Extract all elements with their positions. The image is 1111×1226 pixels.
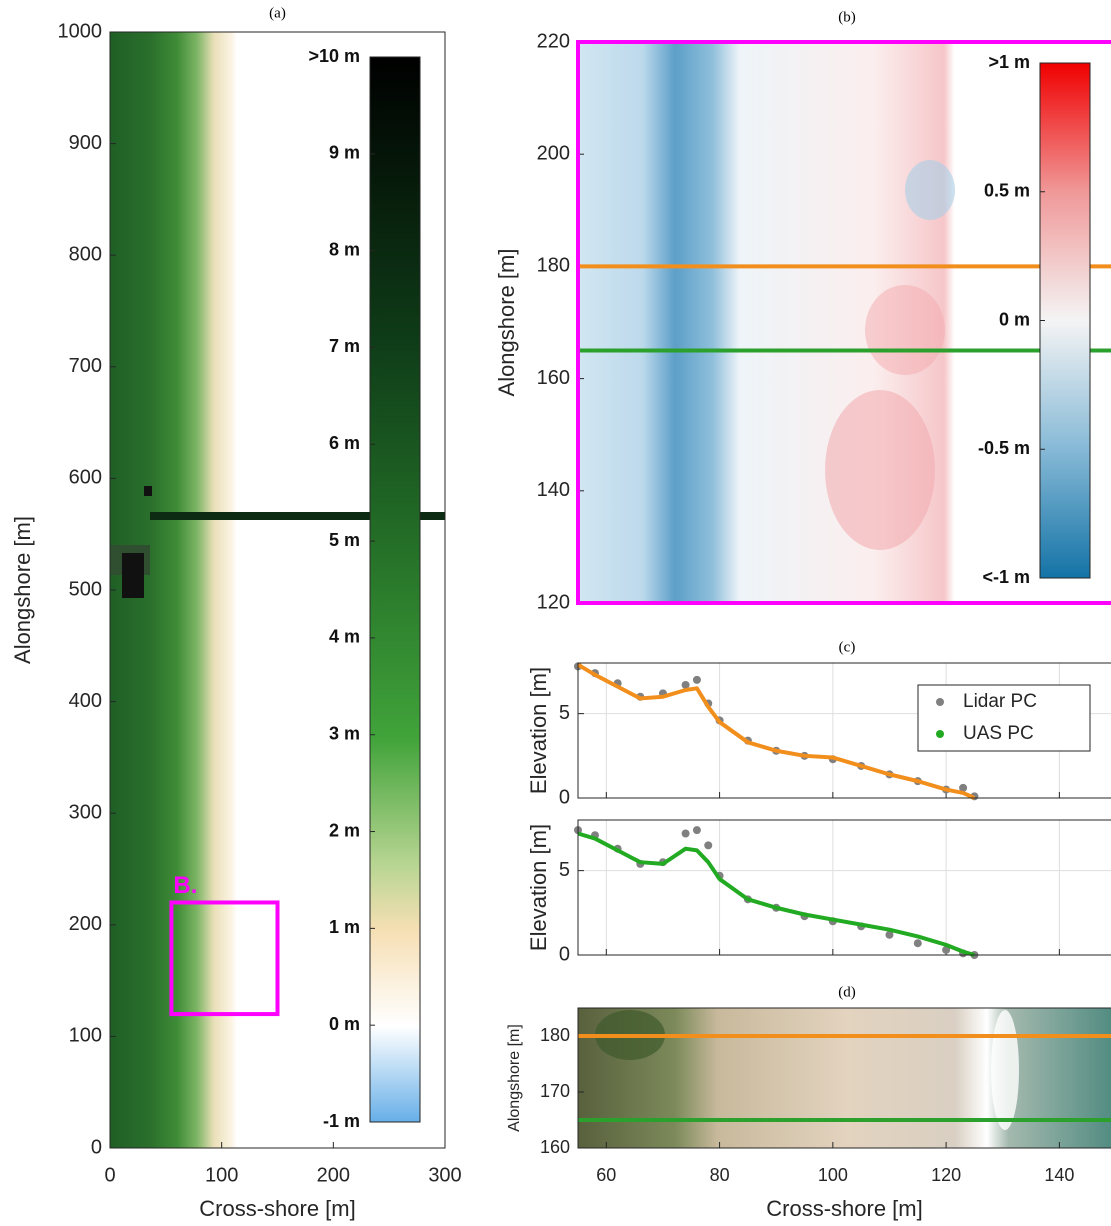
y-tick-label: 180 <box>540 1025 570 1045</box>
colorbar-label: 8 m <box>329 239 360 259</box>
legend-swatch <box>936 730 944 738</box>
y-tick-label: 0 <box>559 943 570 965</box>
y-tick-label: 170 <box>540 1081 570 1101</box>
legend-label: Lidar PC <box>963 691 1037 712</box>
profile-line <box>577 831 975 957</box>
colorbar-label: 9 m <box>329 143 360 163</box>
building <box>122 553 144 598</box>
lidar-point <box>704 841 713 850</box>
y-axis-label: Alongshore [m] <box>494 249 519 397</box>
y-tick-label: 1000 <box>58 20 103 42</box>
y-tick-label: 120 <box>537 591 570 613</box>
x-tick-label: 60 <box>596 1165 616 1185</box>
y-tick-label: 900 <box>69 132 102 154</box>
colorbar-label: 6 m <box>329 433 360 453</box>
inset-box <box>169 900 280 1017</box>
colorbar-label: 5 m <box>329 530 360 550</box>
colorbar-label: 4 m <box>329 627 360 647</box>
colorbar-label: 2 m <box>329 820 360 840</box>
legend-box <box>917 684 1091 752</box>
x-axis-label: Cross-shore [m] <box>199 1196 355 1221</box>
colorbar-label: -1 m <box>323 1111 360 1131</box>
lidar-point <box>942 945 951 954</box>
y-tick-label: 0 <box>559 786 570 808</box>
annotation: B. <box>173 872 197 899</box>
colorbar-label: >10 m <box>308 46 360 66</box>
axes-frame <box>577 819 1111 956</box>
y-axis-label: Elevation [m] <box>526 667 551 794</box>
y-tick-label: 180 <box>537 255 570 277</box>
colorbar-label: 0.5 m <box>984 181 1030 201</box>
y-axis-label: Elevation [m] <box>526 824 551 951</box>
axes-frame <box>576 40 1111 605</box>
lidar-point <box>885 930 894 939</box>
y-tick-label: 0 <box>91 1136 102 1158</box>
y-tick-label: 400 <box>69 690 102 712</box>
x-axis-label: Cross-shore [m] <box>766 1196 922 1221</box>
lidar-point <box>681 680 690 689</box>
y-tick-label: 5 <box>559 702 570 724</box>
panel-title: (a) <box>269 5 286 21</box>
colorbar-label: 0 m <box>999 309 1030 329</box>
texture <box>905 160 955 220</box>
axes-frame <box>109 31 446 1149</box>
lidar-point <box>692 826 701 835</box>
colorbar-label: 1 m <box>329 917 360 937</box>
y-axis-label: Alongshore [m] <box>10 516 35 664</box>
colorbar <box>1039 62 1091 579</box>
colorbar-label: -0.5 m <box>978 438 1030 458</box>
lidar-point <box>692 675 701 684</box>
colorbar-label: 0 m <box>329 1014 360 1034</box>
legend-label: UAS PC <box>963 723 1034 744</box>
x-tick-label: 140 <box>1044 1165 1074 1185</box>
lidar-point <box>913 939 922 948</box>
y-tick-label: 220 <box>537 30 570 52</box>
colorbar-label: >1 m <box>988 52 1030 72</box>
x-tick-label: 100 <box>205 1164 238 1186</box>
y-tick-label: 700 <box>69 355 102 377</box>
y-tick-label: 140 <box>537 479 570 501</box>
x-tick-label: 200 <box>317 1164 350 1186</box>
x-tick-label: 80 <box>710 1165 730 1185</box>
texture <box>865 285 945 375</box>
pier <box>150 512 445 520</box>
colorbar-label: 3 m <box>329 723 360 743</box>
x-tick-label: 100 <box>818 1165 848 1185</box>
colorbar-label: 7 m <box>329 336 360 356</box>
texture <box>825 390 935 550</box>
profile-line <box>576 662 976 800</box>
x-tick-label: 300 <box>428 1164 461 1186</box>
backgrounds <box>110 32 1111 1148</box>
y-tick-label: 160 <box>537 367 570 389</box>
colorbar <box>369 56 421 1123</box>
y-tick-label: 200 <box>69 913 102 935</box>
surf <box>991 1010 1019 1130</box>
building <box>144 486 152 496</box>
axes-frame <box>577 1007 1111 1149</box>
y-tick-label: 800 <box>69 243 102 265</box>
axes-frame <box>577 662 1111 799</box>
image-background <box>578 1008 1111 1148</box>
legend-swatch <box>936 698 944 706</box>
panel-title: (c) <box>839 639 856 655</box>
lidar-point <box>681 829 690 838</box>
y-tick-label: 160 <box>540 1137 570 1157</box>
y-tick-label: 200 <box>537 142 570 164</box>
y-tick-label: 5 <box>559 859 570 881</box>
y-tick-label: 500 <box>69 578 102 600</box>
lidar-point <box>959 783 968 792</box>
x-tick-label: 0 <box>104 1164 115 1186</box>
y-tick-label: 100 <box>69 1025 102 1047</box>
y-tick-label: 300 <box>69 801 102 823</box>
panel-title: (d) <box>838 984 856 1000</box>
colorbar-label: <-1 m <box>982 567 1030 587</box>
panel-title: (b) <box>838 9 856 25</box>
plot-background <box>578 820 1111 955</box>
x-tick-label: 120 <box>931 1165 961 1185</box>
y-axis-label: Alongshore [m] <box>506 1024 523 1132</box>
y-tick-label: 600 <box>69 467 102 489</box>
